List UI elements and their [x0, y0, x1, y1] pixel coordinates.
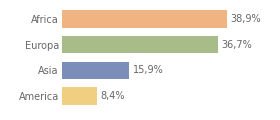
- Bar: [62, 62, 129, 79]
- Bar: [62, 36, 218, 54]
- Text: 8,4%: 8,4%: [101, 91, 125, 101]
- Bar: [62, 87, 97, 105]
- Bar: [62, 10, 227, 28]
- Text: 36,7%: 36,7%: [221, 40, 252, 50]
- Text: 38,9%: 38,9%: [231, 14, 262, 24]
- Text: 15,9%: 15,9%: [133, 66, 164, 75]
